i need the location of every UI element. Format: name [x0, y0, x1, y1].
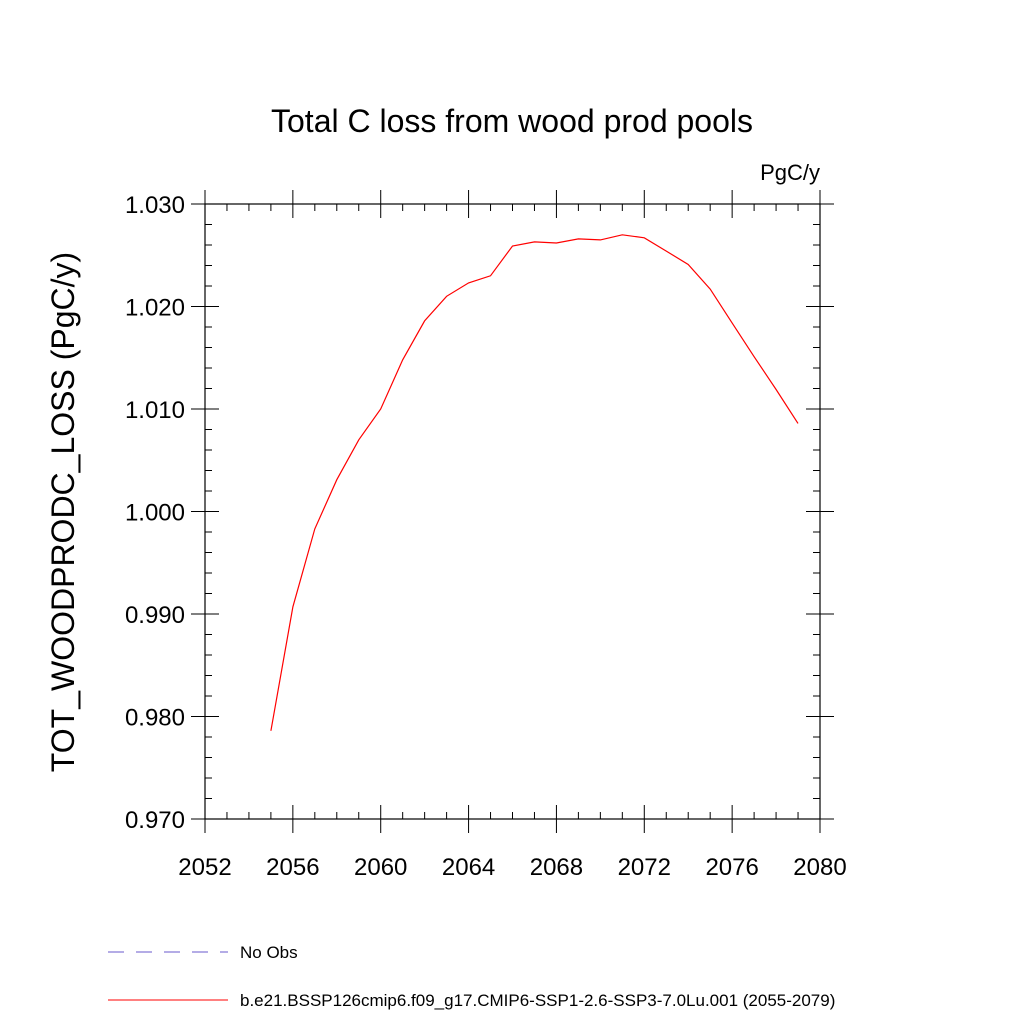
- axis-tick-labels: 2052 2056 2060 2064 2068 2072 2076 2080 0.970 0.9…: [125, 192, 847, 881]
- x-tick-label: 2064: [442, 854, 495, 881]
- x-tick-label: 2052: [178, 854, 231, 881]
- legend: No Obs b.e21.BSSP126cmip6.f09_g17.CMIP6-S…: [108, 943, 835, 1010]
- series-lines: [270, 234, 799, 731]
- x-tick-label: 2056: [266, 854, 319, 881]
- legend-label-1: b.e21.BSSP126cmip6.f09_g17.CMIP6-SSP1-2.…: [240, 991, 835, 1010]
- y-tick-label: 1.020: [125, 295, 185, 322]
- units-label: PgC/y: [760, 160, 820, 185]
- y-tick-label: 0.990: [125, 602, 185, 629]
- y-axis-label: TOT_WOODPRODC_LOSS (PgC/y): [45, 252, 81, 772]
- x-tick-label: 2072: [618, 854, 671, 881]
- plot-frame: [204, 203, 821, 820]
- y-tick-label: 1.010: [125, 397, 185, 424]
- axis-ticks: [191, 190, 834, 833]
- chart-title: Total C loss from wood prod pools: [271, 103, 753, 139]
- x-tick-label: 2060: [354, 854, 407, 881]
- y-tick-label: 0.980: [125, 705, 185, 732]
- legend-label-0: No Obs: [240, 943, 298, 962]
- y-tick-label: 1.000: [125, 500, 185, 527]
- series-line-1: [270, 234, 799, 731]
- x-tick-label: 2076: [705, 854, 758, 881]
- y-tick-label: 0.970: [125, 807, 185, 834]
- x-tick-label: 2080: [793, 854, 846, 881]
- y-tick-label: 1.030: [125, 192, 185, 219]
- x-tick-label: 2068: [530, 854, 583, 881]
